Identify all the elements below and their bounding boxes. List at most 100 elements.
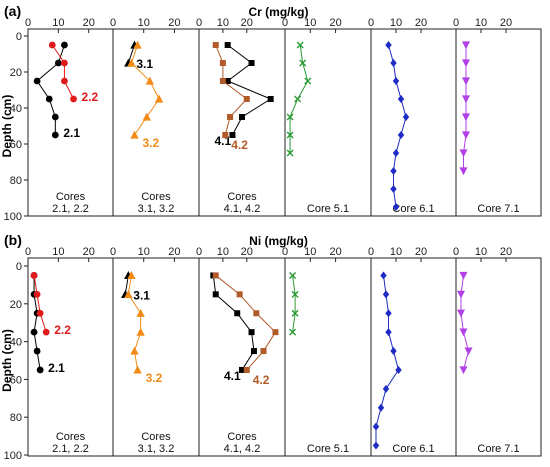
data-point <box>239 114 245 120</box>
data-point <box>291 290 299 298</box>
x-tick-label: 0 <box>110 17 116 29</box>
data-point <box>248 60 255 66</box>
data-point <box>70 95 77 103</box>
data-point <box>286 113 294 121</box>
data-point <box>372 441 380 450</box>
series-line <box>388 44 407 208</box>
series-label: 3.2 <box>146 371 163 385</box>
data-point <box>136 327 145 336</box>
x-tick-label: 10 <box>390 246 402 258</box>
x-tick-label: 0 <box>368 17 374 29</box>
y-axis-label: Depth (cm) <box>0 329 14 392</box>
x-tick-label: 0 <box>25 17 31 29</box>
subplot-6: 0 10 20 Core 7.1 <box>453 246 542 457</box>
series-label: 4.2 <box>253 373 270 387</box>
subplot-frame <box>198 28 286 217</box>
data-point <box>136 308 145 317</box>
data-point <box>236 291 243 298</box>
panel-label: (b) <box>4 232 22 248</box>
data-point <box>286 149 294 157</box>
series-line <box>215 275 277 371</box>
data-point <box>462 77 470 86</box>
data-point <box>294 95 302 103</box>
series-label: 3.1 <box>136 57 153 71</box>
data-point <box>224 42 231 48</box>
core-name: 3.1, 3.2 <box>138 443 175 455</box>
core-name: Cores <box>227 431 257 443</box>
core-name: Core 6.1 <box>392 443 434 455</box>
y-tick-label: 100 <box>4 450 22 462</box>
series-line <box>215 44 248 136</box>
data-point <box>392 149 400 157</box>
x-tick-label: 20 <box>415 17 427 29</box>
data-point <box>30 328 38 336</box>
subplot-frame <box>370 28 457 217</box>
data-point <box>392 77 400 85</box>
data-point <box>272 329 279 336</box>
subplot-frame <box>284 257 372 457</box>
x-tick-label: 0 <box>368 246 374 258</box>
core-name: 3.1, 3.2 <box>138 203 175 215</box>
data-point <box>61 41 68 49</box>
y-tick-label: 0 <box>16 261 22 273</box>
data-point <box>390 185 397 193</box>
data-point <box>462 41 470 50</box>
x-tick-label: 20 <box>415 246 427 258</box>
data-point <box>395 365 402 374</box>
series-line <box>33 275 47 333</box>
data-point <box>51 131 59 139</box>
series-line <box>51 44 74 100</box>
subplot-frame <box>455 257 542 457</box>
core-name: Core 6.1 <box>392 203 434 215</box>
x-tick-label: 20 <box>329 246 341 258</box>
data-point <box>229 132 236 138</box>
data-point <box>260 348 267 355</box>
x-tick-label: 20 <box>241 17 253 29</box>
core-name: Core 7.1 <box>477 443 519 455</box>
subplot-frame <box>27 28 114 217</box>
data-point <box>462 59 470 68</box>
data-point <box>457 290 465 299</box>
data-point <box>382 290 390 299</box>
x-tick-label: 10 <box>304 17 316 29</box>
x-tick-label: 0 <box>196 17 202 29</box>
data-point <box>219 60 226 66</box>
series-line <box>460 275 470 371</box>
subplot-frame <box>284 28 372 217</box>
x-tick-label: 20 <box>500 246 512 258</box>
series-label: 3.1 <box>133 288 150 302</box>
data-point <box>224 78 231 84</box>
data-point <box>127 271 136 280</box>
y-tick-label: 20 <box>10 67 22 79</box>
data-point <box>372 422 380 431</box>
data-point <box>248 329 255 336</box>
data-point <box>304 77 312 85</box>
data-point <box>457 309 465 318</box>
core-name: Core 5.1 <box>307 203 349 215</box>
subplot-frame <box>112 28 200 217</box>
subplot-5: 0 10 20 Core 6.1 <box>368 17 457 217</box>
y-tick-label: 20 <box>10 299 22 311</box>
x-tick-label: 0 <box>282 246 288 258</box>
data-point <box>212 291 219 298</box>
data-point <box>459 366 468 375</box>
data-point <box>289 271 297 279</box>
y-tick-label: 60 <box>10 139 22 151</box>
chart-title: Ni (mg/kg) <box>249 234 308 248</box>
y-tick-label: 80 <box>10 412 22 424</box>
core-name: Cores <box>141 191 171 203</box>
data-point <box>61 59 68 67</box>
x-tick-label: 10 <box>304 246 316 258</box>
x-tick-label: 10 <box>475 17 487 29</box>
data-point <box>33 77 41 85</box>
data-point <box>459 271 468 280</box>
x-tick-label: 20 <box>168 17 180 29</box>
data-point <box>36 309 44 317</box>
chart-title: Cr (mg/kg) <box>249 5 309 19</box>
series-label: 4.1 <box>224 369 241 383</box>
data-point <box>392 203 400 211</box>
data-point <box>30 272 38 279</box>
series-label: 2.1 <box>63 126 80 140</box>
